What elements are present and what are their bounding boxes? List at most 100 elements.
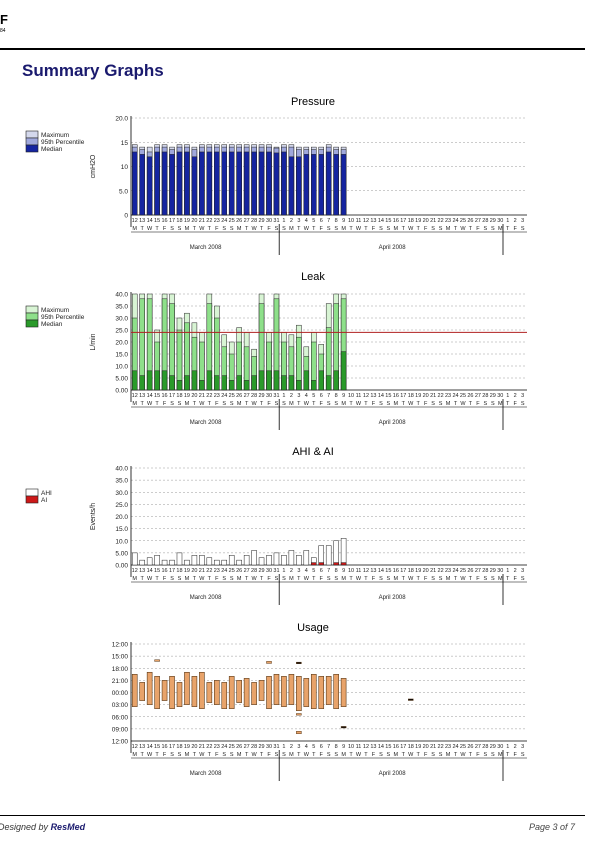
x-day-label: 14 [378, 393, 384, 399]
bar-ahi [340, 538, 347, 566]
x-day-label: 10 [348, 218, 354, 224]
x-day-label: 12 [132, 218, 138, 224]
bar-median [236, 151, 242, 216]
x-day-label: 27 [244, 568, 250, 574]
y-tick-label: 0.00 [115, 563, 128, 570]
x-day-label: 7 [327, 218, 330, 224]
x-day-label: 28 [251, 744, 257, 750]
x-day-label: 25 [229, 744, 235, 750]
x-weekday-label: S [230, 401, 234, 407]
x-day-label: 2 [514, 744, 517, 750]
x-day-label: 13 [139, 744, 145, 750]
x-weekday-label: T [364, 401, 368, 407]
x-day-label: 23 [214, 568, 220, 574]
x-weekday-label: T [417, 401, 421, 407]
x-weekday-label: T [155, 401, 159, 407]
x-day-label: 6 [320, 218, 323, 224]
x-weekday-label: T [312, 752, 316, 758]
x-weekday-label: S [170, 752, 174, 758]
bar-median [281, 375, 287, 391]
x-weekday-label: W [460, 226, 466, 232]
bar-ahi [281, 555, 287, 566]
x-day-label: 14 [147, 393, 153, 399]
x-weekday-label: S [431, 226, 435, 232]
x-weekday-label: T [402, 401, 406, 407]
x-weekday-label: S [230, 752, 234, 758]
x-weekday-label: F [424, 401, 428, 407]
x-weekday-label: W [251, 752, 257, 758]
x-day-label: 12 [363, 393, 369, 399]
x-day-label: 30 [266, 568, 272, 574]
x-weekday-label: S [431, 576, 435, 582]
month-label: March 2008 [190, 595, 222, 601]
x-day-label: 21 [199, 218, 205, 224]
usage-bar [288, 674, 295, 705]
x-weekday-label: S [282, 752, 286, 758]
x-weekday-label: S [491, 401, 495, 407]
bar-median [228, 151, 235, 216]
usage-bar [161, 680, 168, 701]
x-day-label: 10 [348, 744, 354, 750]
x-weekday-label: T [297, 576, 301, 582]
x-weekday-label: F [476, 576, 480, 582]
x-weekday-label: S [521, 401, 525, 407]
y-tick-label: 09:00 [112, 726, 129, 733]
x-day-label: 1 [506, 744, 509, 750]
x-weekday-label: F [163, 401, 167, 407]
header-logo-mark: F [0, 12, 8, 27]
x-weekday-label: M [446, 576, 451, 582]
x-day-label: 26 [467, 218, 473, 224]
x-weekday-label: S [178, 226, 182, 232]
x-weekday-label: T [417, 226, 421, 232]
bar-median [333, 370, 339, 391]
y-tick-label: 25.0 [115, 328, 128, 335]
x-weekday-label: M [446, 752, 451, 758]
x-day-label: 22 [438, 568, 444, 574]
x-weekday-label: S [334, 752, 338, 758]
x-weekday-label: F [424, 226, 428, 232]
x-weekday-label: W [251, 226, 257, 232]
x-weekday-label: T [349, 226, 353, 232]
x-weekday-label: S [275, 226, 279, 232]
x-weekday-label: W [460, 576, 466, 582]
x-weekday-label: T [208, 576, 212, 582]
usage-bar [310, 674, 317, 709]
x-day-label: 25 [229, 568, 235, 574]
x-weekday-label: S [387, 576, 391, 582]
x-weekday-label: S [334, 401, 338, 407]
legend-label: Median [41, 146, 63, 153]
x-weekday-label: T [141, 576, 145, 582]
usage-bar [176, 682, 183, 707]
usage-bar [206, 682, 213, 703]
x-weekday-label: S [275, 576, 279, 582]
bar-median [206, 370, 213, 391]
x-weekday-label: M [341, 401, 346, 407]
x-day-label: 1 [506, 218, 509, 224]
x-weekday-label: M [289, 752, 294, 758]
x-day-label: 26 [467, 393, 473, 399]
month-label: April 2008 [379, 771, 407, 777]
bar-ahi [333, 540, 339, 566]
x-day-label: 19 [415, 568, 421, 574]
legend-label: AI [41, 497, 47, 504]
x-weekday-label: F [476, 401, 480, 407]
usage-bar [191, 676, 198, 707]
x-weekday-label: S [387, 752, 391, 758]
x-day-label: 31 [273, 744, 279, 750]
x-weekday-label: M [185, 576, 190, 582]
bar-median [154, 151, 160, 216]
usage-extra-bar [296, 661, 302, 664]
x-weekday-label: M [185, 752, 190, 758]
x-weekday-label: T [417, 752, 421, 758]
x-weekday-label: F [320, 401, 324, 407]
bar-median [221, 151, 227, 216]
x-day-label: 13 [139, 218, 145, 224]
x-day-label: 3 [521, 218, 524, 224]
x-day-label: 27 [244, 393, 250, 399]
bar-ahi [258, 557, 265, 566]
y-tick-label: 40.0 [115, 466, 128, 473]
bar-ahi [303, 550, 310, 566]
x-weekday-label: S [387, 226, 391, 232]
x-day-label: 24 [452, 744, 458, 750]
x-day-label: 15 [154, 568, 160, 574]
